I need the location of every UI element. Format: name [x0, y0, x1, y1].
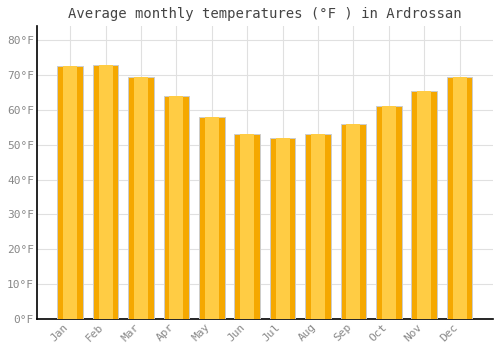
Bar [134, 77, 148, 319]
Bar [417, 91, 431, 319]
Bar [98, 65, 112, 319]
Bar [63, 66, 77, 319]
Bar [240, 134, 254, 319]
Bar [199, 117, 224, 319]
Bar [234, 134, 260, 319]
Bar [170, 96, 183, 319]
Bar [270, 138, 295, 319]
Bar [58, 66, 83, 319]
Bar [311, 134, 325, 319]
Bar [382, 106, 396, 319]
Bar [128, 77, 154, 319]
Bar [305, 134, 330, 319]
Bar [205, 117, 219, 319]
Bar [164, 96, 189, 319]
Bar [276, 138, 289, 319]
Bar [340, 124, 366, 319]
Bar [447, 77, 472, 319]
Bar [452, 77, 466, 319]
Title: Average monthly temperatures (°F ) in Ardrossan: Average monthly temperatures (°F ) in Ar… [68, 7, 462, 21]
Bar [412, 91, 437, 319]
Bar [346, 124, 360, 319]
Bar [376, 106, 402, 319]
Bar [93, 65, 118, 319]
